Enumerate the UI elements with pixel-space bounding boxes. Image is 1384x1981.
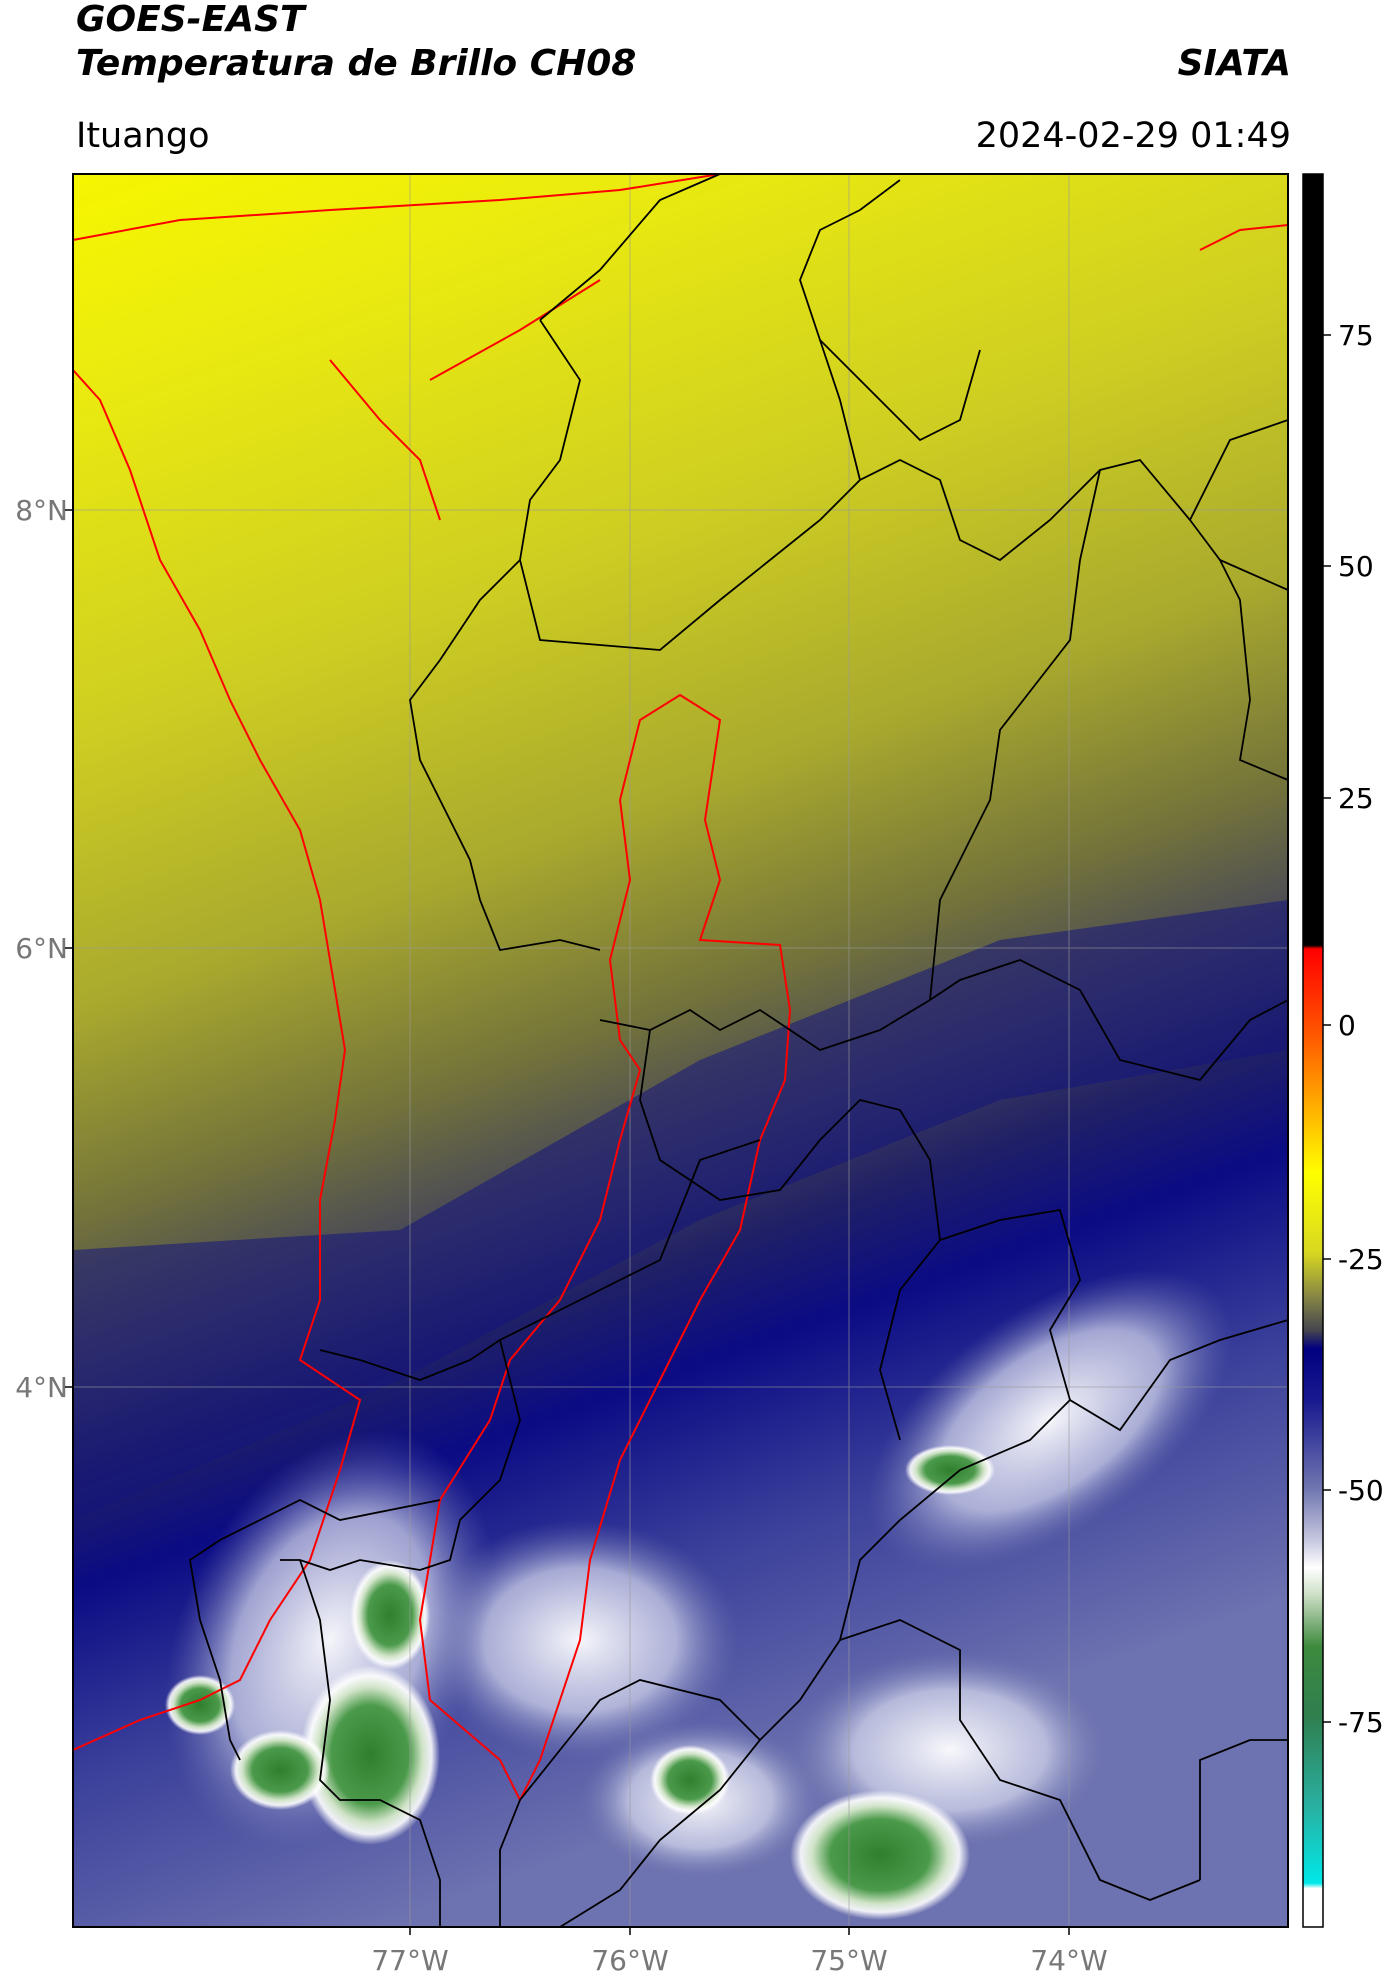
colorbar-tick-0: 0 — [1338, 1009, 1356, 1042]
product-title: Temperatura de Brillo CH08 — [76, 43, 637, 84]
map-frame — [72, 173, 1289, 1928]
coastline — [72, 369, 362, 1751]
lat-label-6n: 6°N — [15, 932, 68, 965]
organization-label: SIATA — [1177, 43, 1291, 84]
lat-label-4n: 4°N — [15, 1371, 68, 1404]
colorbar-tick-25: 25 — [1338, 782, 1374, 815]
colorbar-tick-minus25: -25 — [1338, 1243, 1384, 1276]
lon-label-77w: 77°W — [371, 1944, 448, 1977]
colorbar-tick-75: 75 — [1338, 319, 1374, 352]
longitude-labels: 77°W 76°W 75°W 74°W — [371, 1944, 1107, 1977]
admin-boundaries — [189, 173, 1289, 1928]
latitude-labels: 8°N 6°N 4°N — [15, 494, 68, 1404]
lon-label-75w: 75°W — [810, 1944, 887, 1977]
lon-label-76w: 76°W — [591, 1944, 668, 1977]
lat-label-8n: 8°N — [15, 494, 68, 527]
map-field — [73, 174, 1288, 1927]
colorbar-tick-minus50: -50 — [1338, 1474, 1384, 1507]
colorbar-tick-minus75: -75 — [1338, 1706, 1384, 1739]
timestamp-label: 2024-02-29 01:49 — [975, 116, 1291, 156]
satellite-title: GOES-EAST — [76, 0, 305, 40]
region-label: Ituango — [76, 116, 210, 156]
colorbar: 75 50 25 0 -25 -50 -75 — [1302, 173, 1384, 1928]
colorbar-tick-50: 50 — [1338, 550, 1374, 583]
lon-label-74w: 74°W — [1030, 1944, 1107, 1977]
graticule — [73, 174, 1288, 1927]
